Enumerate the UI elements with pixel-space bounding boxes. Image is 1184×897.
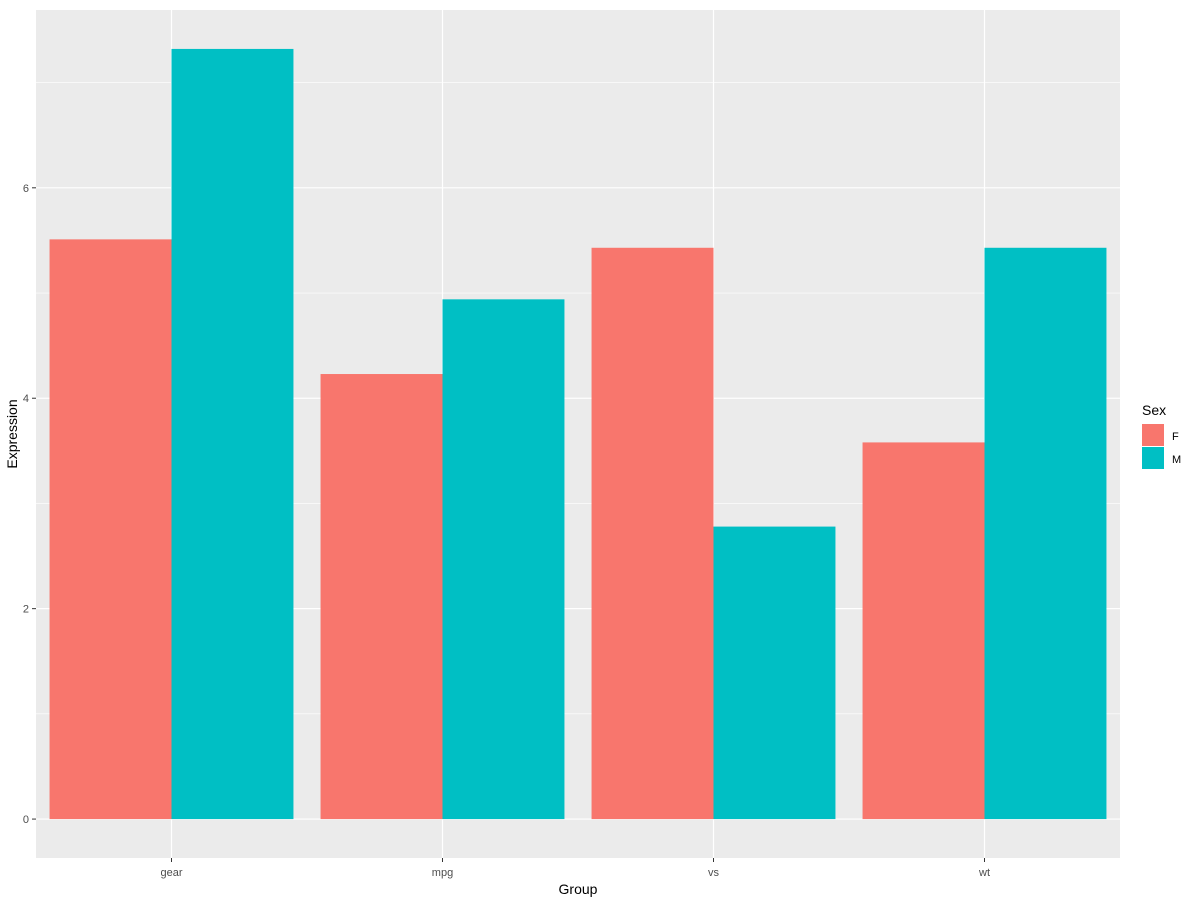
x-axis: gear mpg vs wt xyxy=(160,858,990,879)
y-tick-label: 6 xyxy=(23,183,29,195)
legend-key-F xyxy=(1142,424,1164,446)
x-axis-title: Group xyxy=(559,881,598,897)
bar-mpg-M xyxy=(442,299,565,820)
x-tick-label: wt xyxy=(978,867,990,879)
legend-key-M xyxy=(1142,447,1164,469)
y-tick-label: 2 xyxy=(23,604,29,616)
legend-label: M xyxy=(1172,454,1181,466)
bar-wt-M xyxy=(984,247,1107,820)
legend-title: Sex xyxy=(1142,402,1166,418)
bar-gear-F xyxy=(49,239,172,820)
legend-label: F xyxy=(1172,431,1179,443)
y-axis-title: Expression xyxy=(4,399,20,468)
bar-vs-F xyxy=(591,247,714,820)
bar-gear-M xyxy=(171,48,294,820)
x-tick-label: gear xyxy=(160,867,182,879)
bar-vs-M xyxy=(713,526,836,820)
y-tick-label: 0 xyxy=(23,814,29,826)
y-axis: 0 2 4 6 xyxy=(23,183,36,826)
y-tick-label: 4 xyxy=(23,393,29,405)
x-tick-label: vs xyxy=(708,867,720,879)
bar-wt-F xyxy=(862,442,985,820)
x-tick-label: mpg xyxy=(432,867,453,879)
bars xyxy=(49,48,1107,820)
bar-mpg-F xyxy=(320,374,443,820)
legend: Sex FM xyxy=(1142,402,1181,469)
